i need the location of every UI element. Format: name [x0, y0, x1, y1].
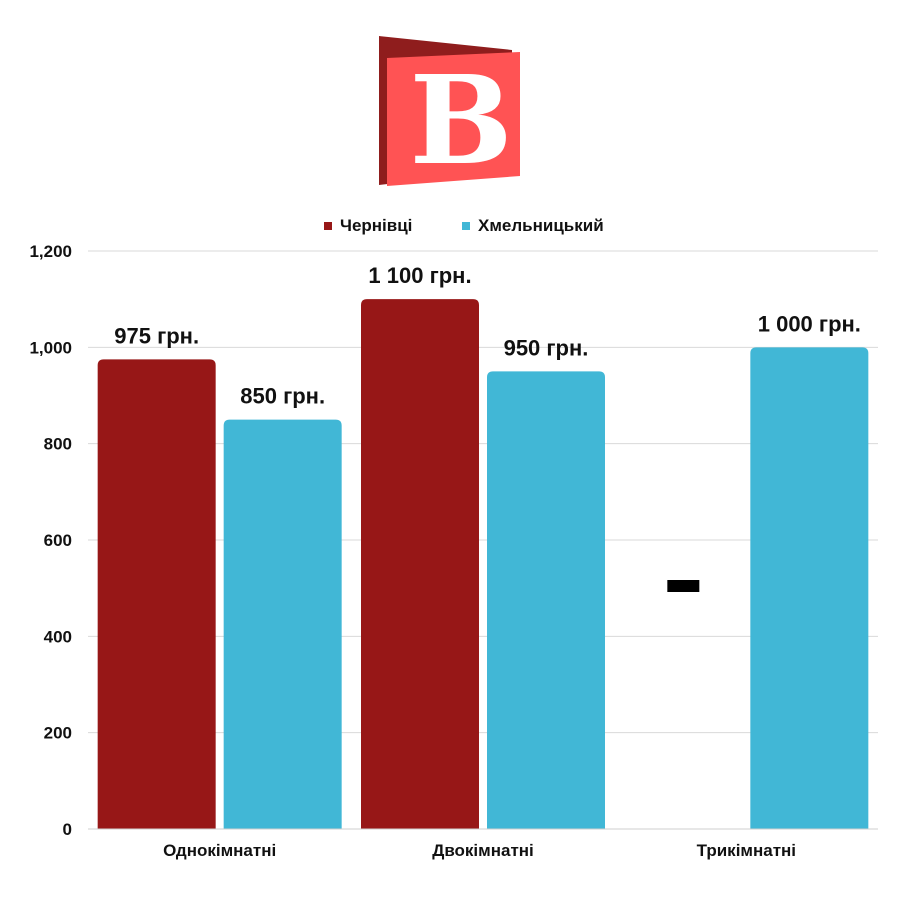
- no-data-dash-mark: [667, 580, 700, 592]
- data-label: 1 000 грн.: [758, 311, 861, 336]
- x-axis: Однокімнатні Двокімнатні Трикімнатні: [88, 828, 878, 860]
- bar: [361, 299, 479, 830]
- gridlines: [88, 250, 878, 734]
- data-label: 950 грн.: [504, 335, 589, 360]
- bar: [97, 359, 216, 829]
- y-tick-label: 400: [44, 627, 72, 646]
- x-category-label: Двокімнатні: [432, 841, 534, 860]
- y-tick-label: 200: [44, 724, 72, 743]
- y-axis: 0 200 400 600 800 1,000 1,200: [29, 242, 72, 839]
- logo-front-panel: [387, 52, 520, 186]
- data-label: 1 100 грн.: [368, 263, 471, 288]
- bar: [487, 371, 605, 829]
- y-tick-label: 0: [63, 820, 72, 839]
- bar: [223, 419, 342, 829]
- legend: Чернівці Хмельницький: [324, 216, 604, 235]
- legend-swatch: [324, 222, 332, 230]
- data-labels: 975 грн. 850 грн. 1 100 грн. 950 грн. - 1 000…: [114, 263, 861, 595]
- y-tick-label: 600: [44, 531, 72, 550]
- bars: [97, 299, 869, 830]
- legend-label: Чернівці: [340, 216, 412, 235]
- legend-swatch: [462, 222, 470, 230]
- x-category-label: Трикімнатні: [697, 841, 796, 860]
- bar: [750, 347, 869, 829]
- y-tick-label: 1,200: [29, 242, 72, 261]
- y-tick-label: 1,000: [29, 338, 72, 357]
- no-data-label: -: [680, 570, 687, 595]
- x-category-label: Однокімнатні: [163, 841, 276, 860]
- logo-letter: B: [409, 48, 512, 192]
- y-tick-label: 800: [44, 435, 72, 454]
- legend-label: Хмельницький: [478, 216, 604, 235]
- data-label: 850 грн.: [240, 384, 325, 409]
- data-label: 975 грн.: [114, 323, 199, 348]
- logo: B: [379, 36, 520, 192]
